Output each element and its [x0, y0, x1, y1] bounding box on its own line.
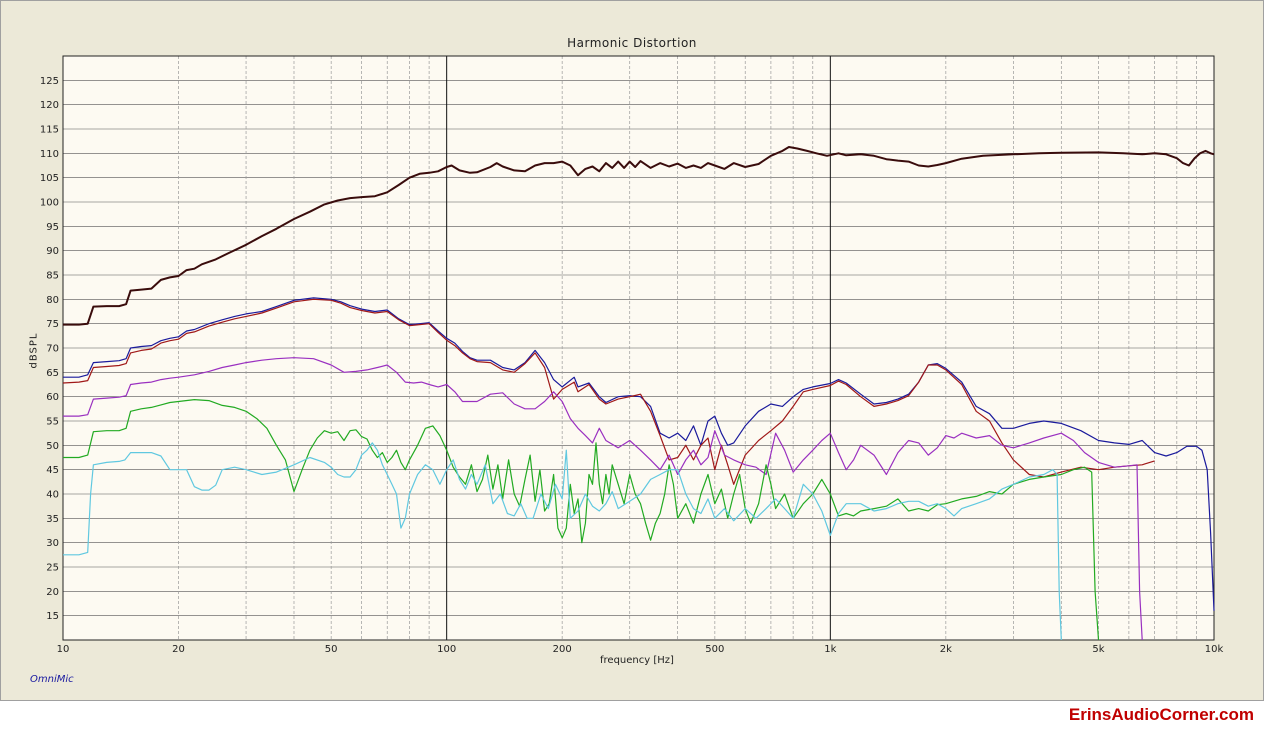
y-tick-label: 25: [46, 563, 59, 574]
curves: [62, 146, 1215, 641]
y-tick-label: 20: [46, 587, 59, 598]
x-tick-label: 10k: [1205, 644, 1224, 655]
y-tick-label: 40: [46, 490, 59, 501]
x-tick-label: 200: [553, 644, 572, 655]
x-tick-label: 1k: [824, 644, 836, 655]
y-tick-label: 80: [46, 295, 59, 306]
y-tick-label: 115: [40, 125, 59, 136]
chart-title: Harmonic Distortion: [567, 36, 697, 50]
y-tick-label: 45: [46, 465, 59, 476]
y-tick-label: 105: [40, 173, 59, 184]
plot-border: [62, 55, 1215, 641]
y-tick-label: 75: [46, 319, 59, 330]
y-tick-label: 95: [46, 222, 59, 233]
y-tick-labels: 15 20 25 30 35 40 45 50 55 60 65 70 75 80 85 90 95 100 105…: [40, 76, 59, 622]
y-tick-label: 15: [46, 611, 59, 622]
h3-curve: [63, 357, 1143, 641]
x-tick-label: 50: [325, 644, 338, 655]
chart-plot: 1520253035404550556065707580859095100105…: [40, 55, 1224, 655]
y-tick-label: 50: [46, 441, 59, 452]
fundamental-curve: [63, 146, 1215, 326]
x-tick-label: 2k: [940, 644, 952, 655]
y-tick-label: 55: [46, 417, 59, 428]
x-tick-label: 5k: [1092, 644, 1104, 655]
x-tick-labels: 10 20 50 100 200 500 1k 2k 5k 10k: [57, 644, 1224, 655]
y-tick-label: 60: [46, 392, 59, 403]
y-tick-label: 90: [46, 246, 59, 257]
y-tick-label: 70: [46, 344, 59, 355]
x-tick-label: 100: [437, 644, 456, 655]
x-tick-label: 20: [172, 644, 185, 655]
x-tick-label: 500: [705, 644, 724, 655]
y-tick-label: 65: [46, 368, 59, 379]
y-tick-label: 120: [40, 100, 59, 111]
y-tick-label: 30: [46, 538, 59, 549]
y-tick-label: 125: [40, 76, 59, 87]
grid-lines: [62, 55, 1215, 641]
x-axis-label: frequency [Hz]: [600, 655, 674, 666]
h5-curve: [63, 442, 1062, 641]
y-tick-label: 100: [40, 198, 59, 209]
h2-curve-blue: [63, 297, 1215, 611]
brand-label: ErinsAudioCorner.com: [1068, 705, 1254, 724]
y-tick-label: 110: [40, 149, 59, 160]
omnimic-watermark: OmniMic: [30, 674, 74, 685]
h4-curve: [63, 399, 1100, 641]
y-tick-label: 85: [46, 271, 59, 282]
h2-curve-red: [62, 298, 1155, 485]
y-tick-label: 35: [46, 514, 59, 525]
x-tick-label: 10: [57, 644, 70, 655]
